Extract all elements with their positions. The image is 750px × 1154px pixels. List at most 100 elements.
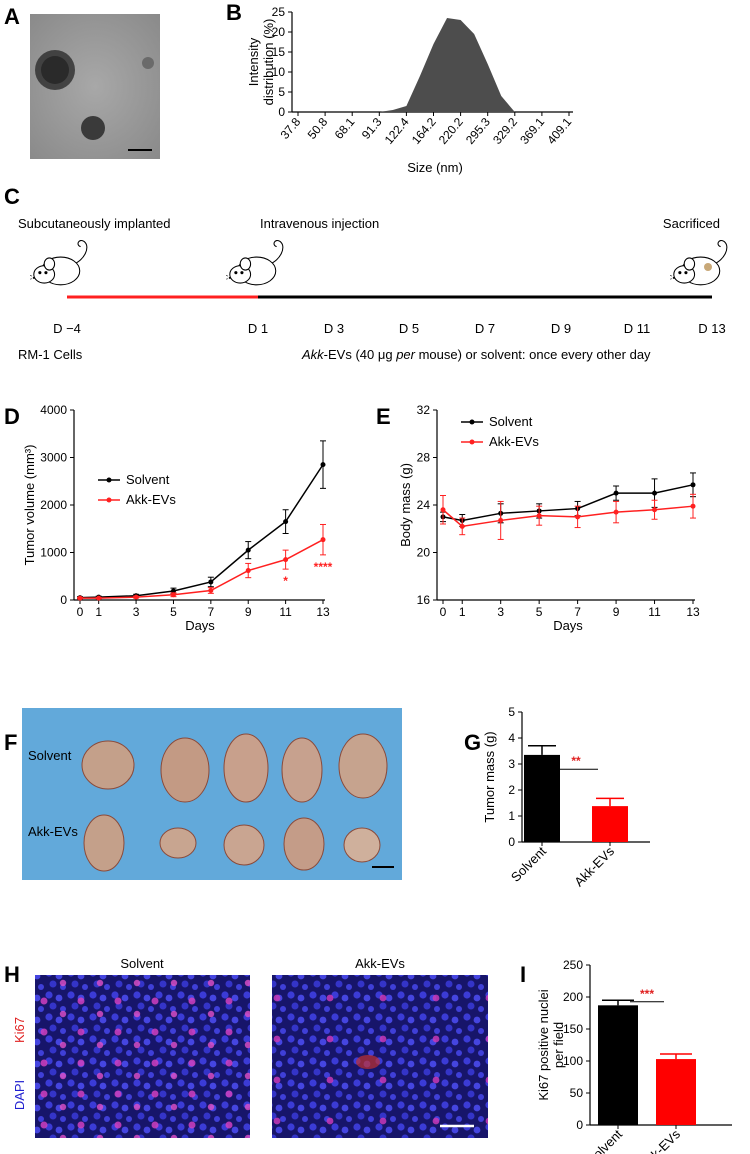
x-tick-label: 5 [536,605,543,619]
point [96,595,102,601]
treatment-part: Akk [301,347,325,362]
point [283,519,289,525]
legend-swatch [106,497,112,503]
treatment-part: per [395,347,415,362]
point [613,490,619,496]
point [77,595,83,601]
point [245,547,251,553]
point [459,523,465,529]
event-label: Intravenous injection [260,216,379,231]
day-label: D 11 [624,321,651,336]
y-tick-label: 4 [508,731,515,745]
day-label: D 13 [698,321,725,336]
y-axis-label: distribution (%) [261,19,276,106]
point [320,462,326,468]
x-tick-label: Akk-EVs [637,1126,683,1154]
x-tick-label: 5 [170,605,177,619]
y-tick-label: 16 [417,593,431,607]
day-label: D 5 [399,321,419,336]
panel-letter: B [226,0,242,25]
day-label: D 3 [324,321,344,336]
day-label: D 7 [475,321,495,336]
significance: **** [314,560,333,574]
treatment-part: mouse) or solvent: once every other day [415,347,651,362]
x-tick-label: 13 [686,605,700,619]
y-tick-label: 3 [508,757,515,771]
panel-letter: E [376,404,391,429]
timeline [30,239,728,299]
point [208,579,214,585]
point [536,513,542,519]
significance: * [283,574,288,588]
x-axis-label: Size (nm) [407,160,463,175]
legend-label: Akk-EVs [489,434,539,449]
y-tick-label: 2 [508,783,515,797]
event-label: Sacrificed [663,216,720,231]
x-tick-label: 122.4 [382,115,412,147]
panel-letter: F [4,730,17,755]
row-label: Solvent [28,748,72,763]
y-tick-label: 20 [272,25,286,39]
bar [524,754,560,842]
y-axis-label: Tumor volume (mm³) [22,445,37,566]
point [133,594,139,600]
x-tick-label: Akk-EVs [571,843,617,889]
point [283,557,289,563]
point [170,592,176,598]
x-tick-label: 50.8 [305,115,331,142]
point [320,537,326,543]
x-tick-label: Solvent [584,1126,626,1154]
point [690,503,696,509]
panel-letter: G [464,730,481,755]
y-tick-label: 0 [508,835,515,849]
x-tick-label: 3 [497,605,504,619]
bar [656,1059,696,1125]
area [298,18,569,112]
bar [592,806,628,842]
point [170,588,176,594]
x-tick-label: 13 [316,605,330,619]
treatment-label: Akk-EVs (40 μg per mouse) or solvent: on… [301,347,651,362]
x-tick-label: 11 [648,605,661,619]
x-tick-label: 0 [440,605,447,619]
x-axis-label: Days [185,618,215,633]
point [690,482,696,488]
day-label: D 9 [551,321,571,336]
legend-swatch [469,419,475,425]
y-tick-label: 100 [563,1054,583,1068]
event-label: Subcutaneously implanted [18,216,171,231]
y-tick-label: 250 [563,958,583,972]
legend-label: Akk-EVs [126,492,176,507]
day-label: D 1 [248,321,268,336]
channel-label: Ki67 [12,1017,27,1043]
significance: *** [640,987,654,1001]
x-tick-label: Solvent [508,843,550,885]
day-label: D −4 [53,321,81,336]
panel-letter: D [4,404,20,429]
point [245,568,251,574]
x-tick-label: 7 [208,605,215,619]
treatment-part: -EVs (40 μg [324,347,397,362]
start-label: RM-1 Cells [18,347,83,362]
image-title: Solvent [120,956,164,971]
legend-swatch [106,477,112,483]
x-tick-label: 68.1 [332,115,358,142]
series-line [80,539,324,599]
y-tick-label: 10 [272,65,286,79]
tem-image [30,14,160,159]
y-tick-label: 20 [417,546,431,560]
x-tick-label: 1 [95,605,102,619]
point [613,509,619,515]
x-axis-label: Days [553,618,583,633]
x-tick-label: 409.1 [544,115,574,147]
series-line [79,464,324,599]
point [440,507,446,513]
bar [598,1005,638,1125]
y-tick-label: 4000 [40,403,67,417]
x-tick-label: 295.3 [463,115,493,147]
x-tick-label: 9 [613,605,620,619]
panel-letter: I [520,962,526,987]
x-tick-label: 9 [245,605,252,619]
y-tick-label: 3000 [40,451,67,465]
y-axis-label: Intensity [246,37,261,86]
